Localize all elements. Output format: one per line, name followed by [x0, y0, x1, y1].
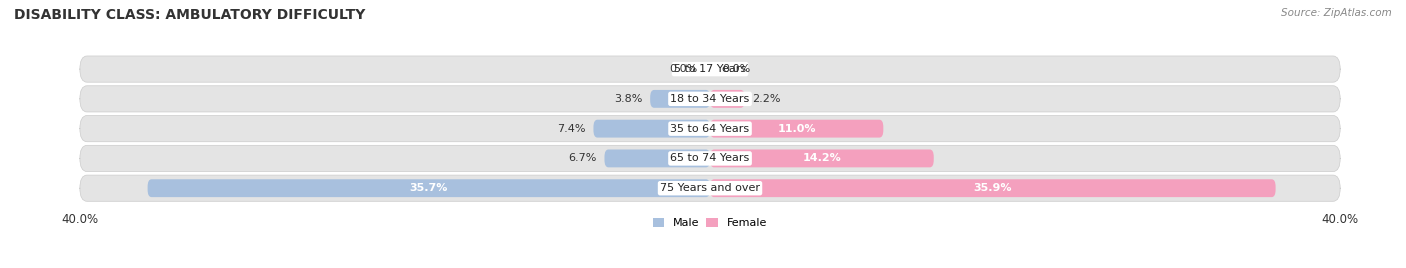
Text: 0.0%: 0.0%: [669, 64, 697, 74]
Text: 75 Years and over: 75 Years and over: [659, 183, 761, 193]
Text: 35 to 64 Years: 35 to 64 Years: [671, 124, 749, 134]
FancyBboxPatch shape: [710, 120, 883, 137]
Text: 65 to 74 Years: 65 to 74 Years: [671, 153, 749, 163]
Text: 5 to 17 Years: 5 to 17 Years: [673, 64, 747, 74]
Text: 7.4%: 7.4%: [557, 124, 585, 134]
Text: 35.7%: 35.7%: [409, 183, 449, 193]
FancyBboxPatch shape: [80, 175, 1340, 201]
FancyBboxPatch shape: [148, 179, 710, 197]
FancyBboxPatch shape: [80, 145, 1340, 172]
Text: DISABILITY CLASS: AMBULATORY DIFFICULTY: DISABILITY CLASS: AMBULATORY DIFFICULTY: [14, 8, 366, 22]
FancyBboxPatch shape: [710, 179, 1275, 197]
Text: 0.0%: 0.0%: [723, 64, 751, 74]
Text: 35.9%: 35.9%: [973, 183, 1012, 193]
FancyBboxPatch shape: [80, 116, 1340, 142]
Text: 6.7%: 6.7%: [568, 153, 596, 163]
Text: 3.8%: 3.8%: [614, 94, 643, 104]
FancyBboxPatch shape: [593, 120, 710, 137]
FancyBboxPatch shape: [650, 90, 710, 108]
FancyBboxPatch shape: [80, 56, 1340, 82]
Text: Source: ZipAtlas.com: Source: ZipAtlas.com: [1281, 8, 1392, 18]
Text: 11.0%: 11.0%: [778, 124, 815, 134]
FancyBboxPatch shape: [710, 150, 934, 167]
FancyBboxPatch shape: [710, 90, 745, 108]
FancyBboxPatch shape: [80, 86, 1340, 112]
Legend: Male, Female: Male, Female: [648, 213, 772, 232]
Text: 18 to 34 Years: 18 to 34 Years: [671, 94, 749, 104]
Text: 14.2%: 14.2%: [803, 153, 841, 163]
FancyBboxPatch shape: [605, 150, 710, 167]
Text: 2.2%: 2.2%: [752, 94, 782, 104]
